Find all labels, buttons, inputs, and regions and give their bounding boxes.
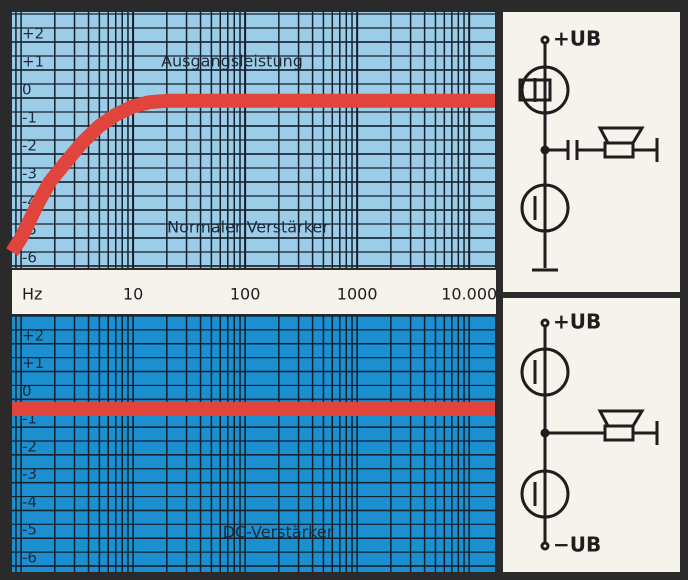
x-tick-label: 100 — [230, 285, 261, 304]
line-series — [6, 93, 495, 256]
x-tick-label: 10.000 — [441, 285, 497, 304]
y-tick-label: +1 — [22, 354, 44, 372]
circuit-label: −UB — [553, 533, 601, 557]
x-axis-label: Hz — [22, 285, 42, 304]
circuit-panel — [503, 12, 680, 292]
circuit — [518, 35, 659, 272]
y-tick-label: -3 — [22, 465, 37, 483]
y-tick-label: -6 — [22, 549, 37, 567]
y-tick-label: -5 — [22, 521, 37, 539]
plot-area — [12, 316, 495, 572]
circuit-panel — [503, 298, 680, 572]
annotation: Normaler Verstärker — [167, 218, 329, 237]
annotation: Ausgangsleistung — [161, 52, 303, 71]
circuit — [520, 318, 659, 551]
x-tick-label: 1000 — [337, 285, 378, 304]
x-tick-label: 10 — [123, 285, 143, 304]
y-tick-label: -2 — [22, 137, 37, 155]
x-axis-strip — [12, 270, 496, 314]
y-tick-label: -4 — [22, 493, 37, 511]
circuit-label: +UB — [553, 27, 601, 51]
y-tick-label: -6 — [22, 249, 37, 267]
y-tick-label: -1 — [22, 109, 37, 127]
y-tick-label: +1 — [22, 53, 44, 71]
y-tick-label: -3 — [22, 165, 37, 183]
y-tick-label: +2 — [22, 326, 44, 344]
y-tick-label: 0 — [22, 382, 32, 400]
annotation: DC-Verstärker — [223, 523, 334, 542]
y-tick-label: +2 — [22, 25, 44, 43]
y-tick-label: -2 — [22, 437, 37, 455]
circuit-label: +UB — [553, 310, 601, 334]
y-tick-label: 0 — [22, 81, 32, 99]
